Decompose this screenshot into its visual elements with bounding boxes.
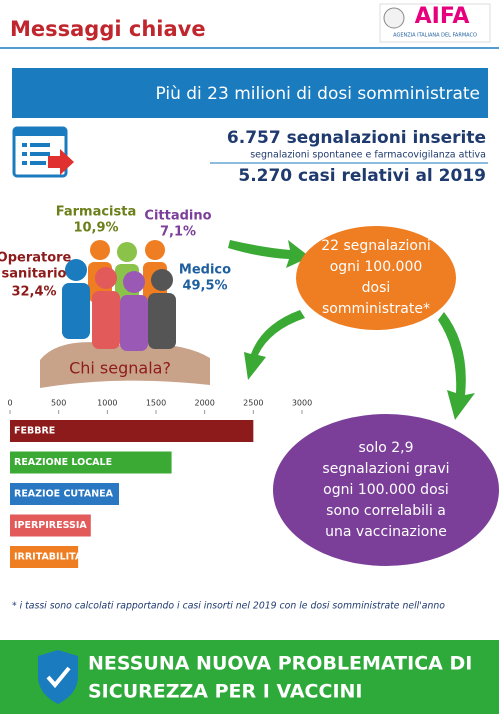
rate-serious-text: segnalazioni gravi [322, 461, 449, 477]
reporter-label: Medico [179, 263, 231, 278]
reporter-share: 10,9% [73, 221, 118, 236]
bar [10, 514, 91, 537]
reporter-share: 32,4% [11, 285, 56, 300]
bar-label: IPERPIRESSIA [14, 520, 87, 531]
reporters-caption: Chi segnala? [69, 359, 171, 378]
x-tick-label: 1000 [97, 399, 117, 408]
reporter-share: 7,1% [160, 225, 196, 240]
reports-2019: 5.270 casi relativi al 2019 [238, 166, 486, 186]
report-icon [12, 126, 74, 178]
bar-label: FEBBRE [14, 426, 55, 437]
logo-sub: AGENZIA ITALIANA DEL FARMACO [393, 33, 477, 39]
reporter-label: sanitario [1, 267, 66, 282]
rate-serious-text: ogni 100.000 dosi [323, 482, 449, 498]
logo-emblem [383, 7, 405, 29]
banner [12, 68, 488, 118]
rate-serious-bubble [273, 414, 499, 566]
bar [10, 546, 79, 568]
rate-serious-text: una vaccinazione [325, 524, 447, 540]
footer-text: SICUREZZA PER I VACCINI [88, 681, 363, 703]
reporter-label: Operatore [0, 251, 72, 266]
bar-label: IRRITABILITA' [14, 552, 85, 563]
rate-serious-text: sono correlabili a [326, 503, 446, 519]
x-tick-label: 2500 [243, 399, 263, 408]
page-title: Messaggi chiave [10, 17, 206, 41]
logo: AIFA [415, 4, 470, 29]
x-tick-label: 500 [51, 399, 66, 408]
footer-banner [0, 640, 499, 714]
bar [10, 420, 254, 442]
arrows [228, 240, 475, 420]
check-icon [46, 666, 71, 689]
rate-serious-text: solo 2,9 [358, 440, 413, 456]
rate-all-text: dosi [362, 280, 391, 296]
reporter-label: Cittadino [144, 209, 211, 224]
bar-label: REAZIOE CUTANEA [14, 489, 114, 500]
reports-inserted: 6.757 segnalazioni inserite [227, 128, 486, 148]
banner-text: Più di 23 milioni di dosi somministrate [155, 84, 480, 104]
x-tick-label: 2000 [194, 399, 214, 408]
reports-note: segnalazioni spontanee e farmacovigilanz… [250, 150, 486, 161]
x-tick-label: 1500 [146, 399, 166, 408]
rate-all-bubble [296, 226, 456, 330]
rate-all-text: ogni 100.000 [330, 259, 423, 275]
x-tick-label: 0 [7, 399, 12, 408]
bar [10, 451, 172, 474]
rate-all-text: 22 segnalazioni [321, 238, 431, 254]
rate-all-text: somministrate* [322, 301, 430, 317]
people-illustration [40, 240, 210, 388]
x-tick-label: 3000 [292, 399, 312, 408]
bar [10, 483, 120, 505]
shield-icon [38, 650, 78, 704]
footer-text: NESSUNA NUOVA PROBLEMATICA DI [88, 653, 472, 675]
bar-label: REAZIONE LOCALE [14, 457, 112, 468]
footnote: * i tassi sono calcolati rapportando i c… [12, 601, 445, 612]
reporter-share: 49,5% [182, 279, 227, 294]
reporter-label: Farmacista [56, 205, 137, 220]
